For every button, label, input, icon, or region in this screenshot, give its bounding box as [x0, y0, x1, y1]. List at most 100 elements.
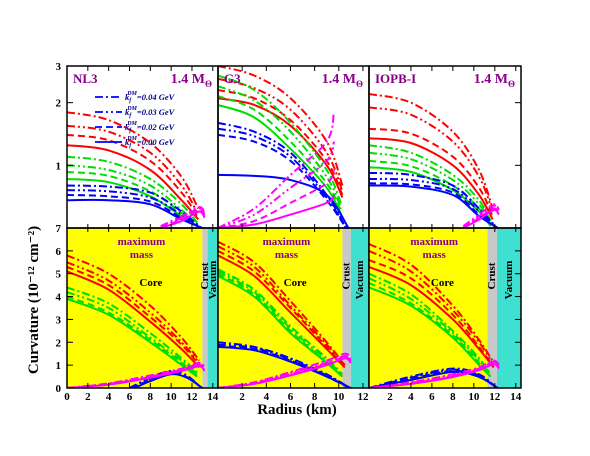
crust-label: Crust [486, 262, 498, 289]
legend-sup: DM [126, 91, 137, 97]
series-line-red-0 [218, 66, 344, 186]
series-line-red-3 [67, 144, 199, 221]
max-mass-label: maximum [410, 236, 458, 248]
y-tick-label: 2 [56, 337, 62, 349]
series-line-blue-3 [369, 370, 499, 388]
y-tick-label: 1 [56, 360, 62, 372]
y-tick-label: 7 [56, 223, 62, 235]
x-tick-label: 14 [207, 391, 219, 403]
legend-value: =0.02 GeV [137, 122, 176, 132]
x-tick-label: 6 [127, 391, 133, 403]
series-line-green-0 [369, 144, 492, 222]
core-label: Core [431, 277, 454, 289]
series-line-blue-1 [218, 343, 351, 388]
series-line-red-0 [67, 254, 201, 362]
series-line-blue-3 [67, 198, 203, 228]
legend-sup: DM [126, 121, 137, 127]
x-tick-label: 6 [429, 391, 435, 403]
series-line-red-3 [369, 265, 495, 369]
series-line-green-3 [369, 166, 492, 227]
y-tick-label: 6 [56, 246, 62, 258]
legend-entry-2: kfDM=0.02 GeV [125, 121, 176, 134]
legend-entry-1: kfDM=0.03 GeV [125, 106, 176, 119]
series-line-blue-1 [369, 368, 498, 388]
series-line-red-0 [218, 240, 346, 366]
y-tick-label: 0 [56, 383, 62, 395]
panel-model-label: G3 [224, 71, 241, 86]
panel-mass-label: 1.4 MΘ [474, 72, 515, 89]
crust-region-IOPB-I [487, 228, 497, 388]
legend-value: =0.04 GeV [137, 92, 176, 102]
series-line-magenta-3 [462, 208, 500, 228]
series-line-green-0 [218, 268, 344, 375]
series-line-blue-0 [369, 367, 498, 388]
legend-k: k [125, 137, 130, 147]
series-line-red-3 [67, 270, 201, 369]
series-line-red-1 [369, 106, 494, 212]
series-line-blue-1 [369, 177, 498, 228]
crust-label: Crust [199, 262, 211, 289]
x-tick-label: 2 [239, 391, 245, 403]
y-axis-label: Curvature (10⁻¹² cm⁻²) [26, 226, 42, 374]
y-tick-label: 1 [56, 160, 62, 172]
series-line-blue-2 [131, 372, 203, 388]
mass-sub: Θ [205, 79, 212, 89]
y-tick-label: 3 [56, 314, 62, 326]
series-line-green-0 [67, 286, 198, 373]
x-tick-label: 10 [468, 391, 480, 403]
mass-text: 1.4 M [171, 72, 205, 87]
series-line-blue-1 [67, 189, 202, 228]
y-tick-label: 3 [56, 61, 62, 73]
series-line-red-2 [218, 250, 346, 369]
series-line-red-2 [369, 259, 495, 368]
series-line-red-1 [218, 245, 346, 366]
series-group-NL3-top [67, 111, 206, 228]
x-tick-label: 0 [64, 391, 70, 403]
series-line-magenta-0 [160, 207, 206, 228]
frame-top-IOPB-I [368, 65, 522, 229]
series-line-blue-3 [369, 184, 499, 228]
legend-sub: f [129, 128, 132, 134]
x-axis-label: Radius (km) [257, 402, 337, 418]
series-line-green-2 [218, 95, 343, 212]
mass-sub: Θ [508, 79, 515, 89]
series-line-green-1 [67, 164, 198, 226]
series-line-red-1 [369, 249, 495, 366]
legend-value: =0.00 GeV [137, 137, 176, 147]
y-tick-label: 4 [56, 292, 62, 304]
legend-k: k [125, 122, 130, 132]
series-line-blue-3 [218, 345, 352, 388]
x-tick-label: 4 [106, 391, 112, 403]
series-group-G3-bottom [218, 240, 352, 388]
series-line-blue-2 [218, 133, 347, 228]
series-line-red-1 [218, 77, 344, 192]
max-mass-label: mass [423, 249, 447, 261]
series-line-magenta-3 [160, 210, 206, 228]
vacuum-region-IOPB-I [496, 228, 521, 388]
series-line-magenta-3 [369, 363, 500, 388]
series-line-red-1 [67, 261, 201, 364]
max-mass-label: maximum [118, 236, 166, 248]
legend-sup: DM [126, 106, 137, 112]
core-label: Core [284, 277, 307, 289]
series-line-red-2 [67, 265, 201, 366]
max-mass-label: mass [130, 249, 154, 261]
legend-sub: f [129, 113, 132, 119]
panel-model-label: IOPB-I [375, 71, 416, 86]
series-line-green-0 [218, 74, 343, 205]
series-group-G3-top [218, 66, 350, 228]
x-tick-label: 2 [387, 391, 393, 403]
legend-entry-3: kfDM=0.00 GeV [125, 136, 176, 149]
max-mass-label: maximum [263, 236, 311, 248]
crust-region-NL3 [202, 228, 208, 388]
vacuum-region-G3 [350, 228, 369, 388]
x-tick-label: 2 [85, 391, 91, 403]
crust-label: Crust [341, 262, 353, 289]
panel-model-label: NL3 [73, 71, 98, 86]
y-tick-label: 2 [56, 98, 62, 110]
series-line-green-2 [67, 295, 198, 376]
series-line-red-0 [369, 93, 494, 209]
x-tick-label: 10 [166, 391, 178, 403]
